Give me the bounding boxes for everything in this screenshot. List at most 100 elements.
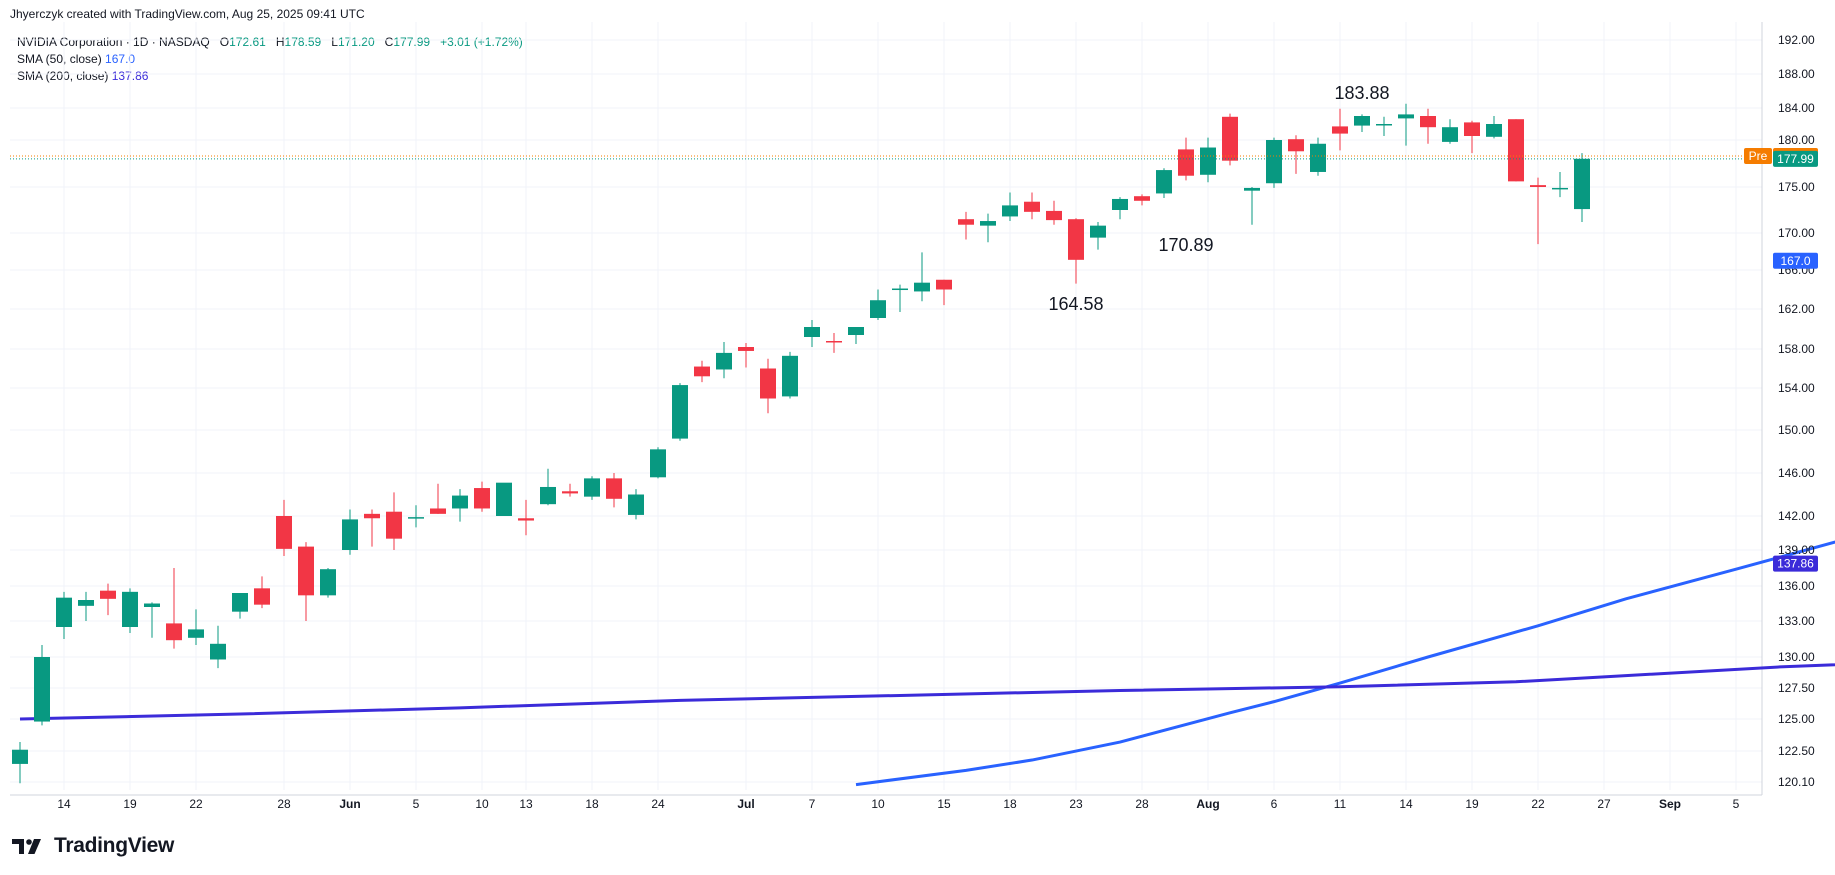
candle-body [782,355,798,397]
candle-body [342,519,358,550]
sma50-value: 167.0 [105,52,136,66]
open-value: 172.61 [229,35,266,49]
x-tick-label: 22 [189,797,203,811]
candle-body [1442,127,1458,142]
y-tick-label: 150.00 [1778,423,1815,437]
x-tick-label: 10 [871,797,885,811]
candle [78,591,94,621]
candle-body [1266,140,1282,184]
price-lines [10,155,1762,160]
candle-body [628,494,644,515]
candle-body [1288,139,1304,152]
candle-body [1244,187,1260,191]
candle-body [1310,143,1326,172]
tradingview-logo-icon [12,839,41,854]
candle-body [144,603,160,607]
candle-body [1420,116,1436,128]
last-price-badge-text: 177.99 [1777,152,1814,166]
candle [980,213,996,243]
price-extreme-label: 164.58 [1048,294,1103,314]
candle [1200,137,1216,183]
candle [342,509,358,555]
low-value: 171.20 [337,35,375,49]
candle [1244,187,1260,225]
candle [936,279,952,306]
brand-name: TradingView [54,834,175,857]
x-tick-label: 19 [1465,797,1479,811]
candlestick-series [12,103,1590,784]
candle [958,211,974,240]
x-tick-label: 5 [413,797,420,811]
candle [650,447,666,479]
candle [474,481,490,512]
x-tick-label: 5 [1733,797,1740,811]
candle [518,499,534,536]
candle [210,625,226,669]
candle [870,289,886,320]
candle [672,383,688,441]
candle-body [452,495,468,509]
x-tick-label: 19 [123,797,137,811]
candle [1222,113,1238,166]
candle [100,583,116,616]
candle-body [540,486,556,505]
candle-body [518,518,534,521]
candle [738,343,754,368]
candle [804,320,820,347]
candle-body [188,629,204,638]
candle-body [958,219,974,225]
time-axis[interactable]: 14 19 22 28 Jun 5 10 13 18 24 Jul 7 10 15 18 23 28 Aug 6 11… [57,797,1739,811]
candle-body [496,482,512,516]
candle [540,468,556,506]
y-tick-label: 170.00 [1778,226,1815,240]
candle-body [1068,219,1084,260]
y-tick-label: 133.00 [1778,614,1815,628]
y-tick-label: 127.50 [1778,681,1815,695]
candle-body [892,288,908,291]
candle-body [584,478,600,497]
y-tick-label: 146.00 [1778,466,1815,480]
candle [1112,197,1128,220]
candle [1002,192,1018,222]
open-label: O [219,35,230,49]
candle [1046,200,1062,225]
sma50-badge-text: 167.0 [1780,254,1810,268]
price-axis[interactable]: 192.00188.00184.00180.00175.00170.00166.… [1778,33,1815,789]
candle-body [1530,185,1546,187]
candle-body [408,517,424,519]
tradingview-logo[interactable]: TradingView [12,834,174,858]
candle [1310,137,1326,176]
axis-frame [10,22,1763,796]
candle-body [1464,122,1480,136]
x-tick-label: 14 [57,797,71,811]
candle-body [34,657,50,722]
x-tick-label: 28 [277,797,291,811]
sma200-badge-bg [1773,555,1818,572]
sma50-legend-row[interactable]: SMA (50, close) 167.0 [17,51,523,68]
last-price-badge-bg [1773,150,1818,167]
candle [628,489,644,520]
y-tick-label: 180.00 [1778,133,1815,147]
candle [606,473,622,508]
candle-body [430,508,446,514]
candle-body [122,591,138,627]
y-tick-label: 125.00 [1778,712,1815,726]
symbol-legend-row[interactable]: NVIDIA Corporation · 1D · NASDAQ O172.61… [17,34,523,51]
y-tick-label: 158.00 [1778,342,1815,356]
last-price-badge: 177.99 [1773,150,1818,167]
y-tick-label: 188.00 [1778,67,1815,81]
x-tick-label: Jun [339,797,360,811]
candle [760,358,776,414]
candle-body [1398,114,1414,119]
y-tick-label: 120.10 [1778,775,1815,789]
sma50-line [855,540,1835,787]
candle-body [694,366,710,377]
y-tick-label: 130.00 [1778,650,1815,664]
candle-body [936,279,952,290]
candle [892,284,908,312]
y-tick-label: 192.00 [1778,33,1815,47]
candle [1574,153,1590,222]
candle [1420,108,1436,144]
